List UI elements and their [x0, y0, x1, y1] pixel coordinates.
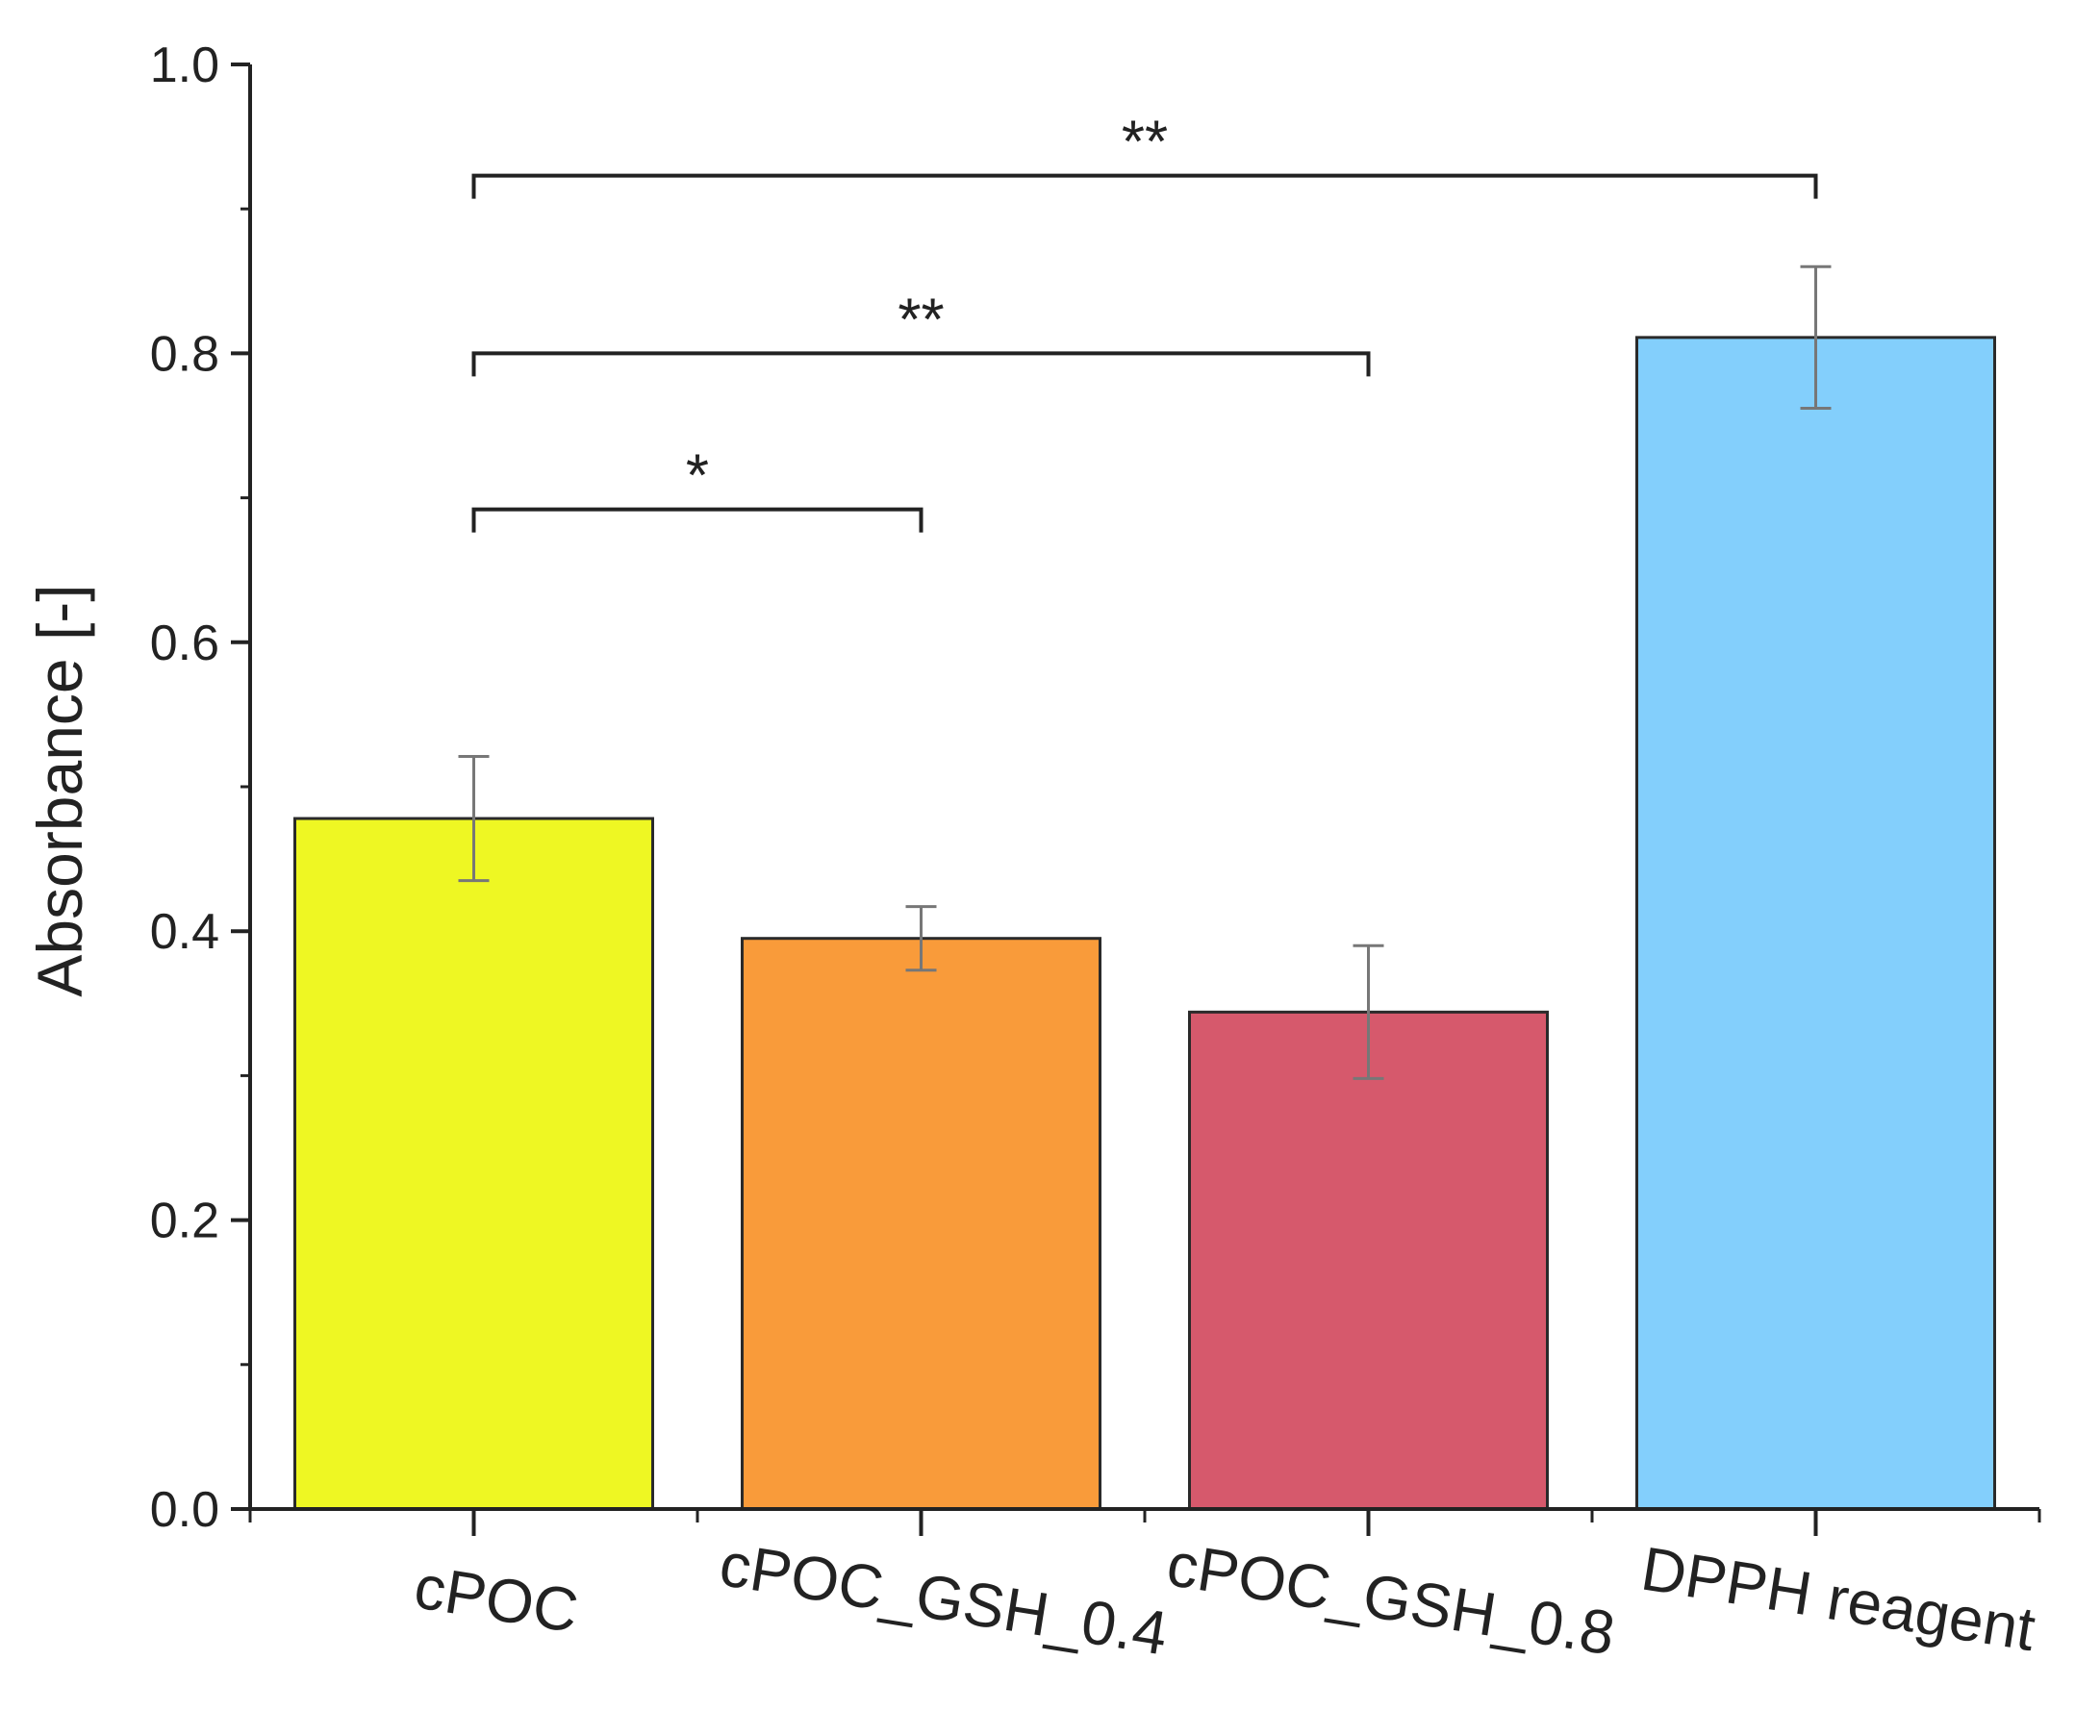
bar-1 — [293, 817, 654, 1511]
significance-bracket — [471, 351, 1371, 377]
significance-label: ** — [1122, 110, 1168, 176]
bar-3 — [1188, 1010, 1549, 1511]
bar-4 — [1635, 336, 1996, 1511]
significance-layer: ***** — [471, 110, 1818, 533]
x-tick-label: cPOC_GSH_0.4 — [715, 1529, 1172, 1669]
significance-label: ** — [898, 287, 944, 353]
error-bars-layer — [458, 264, 1832, 1080]
x-tick-label: cPOC — [410, 1551, 583, 1646]
significance-label: * — [686, 443, 709, 510]
y-tick-label: 0.2 — [150, 1194, 219, 1249]
significance-bracket — [471, 507, 923, 533]
bars-layer — [293, 336, 1996, 1511]
y-axis-title: Absorbance [-] — [24, 584, 95, 996]
y-tick-label: 0.4 — [150, 904, 219, 960]
bar-2 — [741, 937, 1101, 1511]
x-tick-label: cPOC_GSH_0.8 — [1162, 1529, 1619, 1669]
y-tick-label: 0.8 — [150, 326, 219, 382]
y-tick-label: 0.6 — [150, 616, 219, 671]
y-tick-label: 0.0 — [150, 1482, 219, 1538]
x-tick-label: DPPH reagent — [1637, 1533, 2040, 1664]
y-tick-label: 1.0 — [150, 38, 219, 93]
significance-bracket — [471, 173, 1818, 199]
